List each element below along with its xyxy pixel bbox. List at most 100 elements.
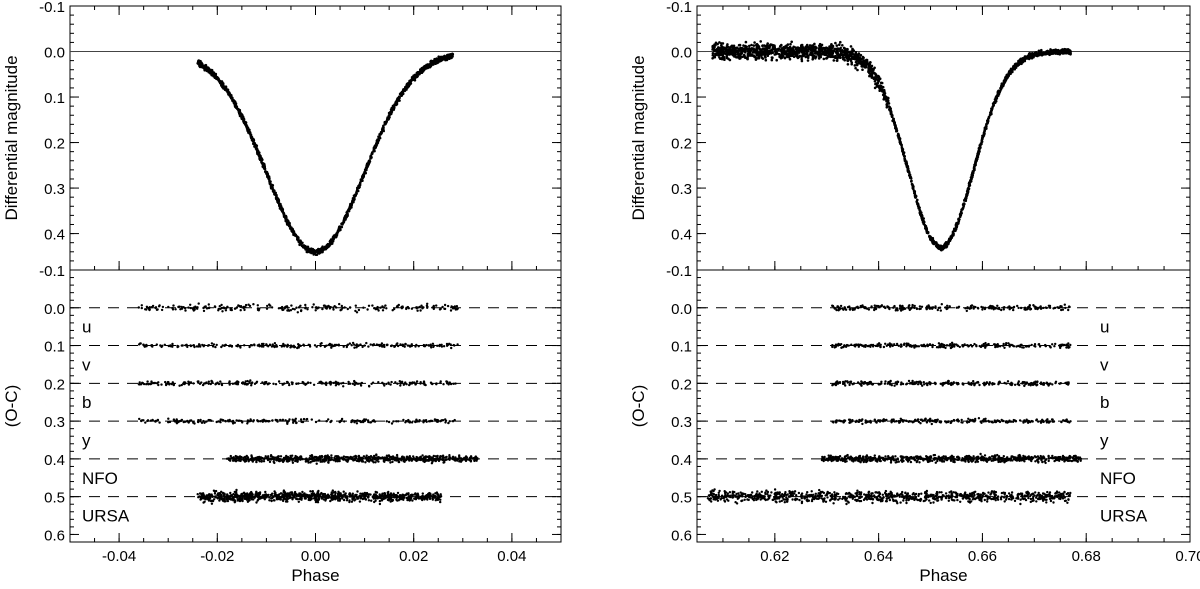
top-data-point: [409, 82, 413, 85]
top-data-point: [446, 53, 449, 57]
residual-point-ursa: [270, 497, 273, 500]
residual-point-b: [430, 382, 433, 385]
residual-point-v: [401, 344, 405, 348]
residual-point-y: [249, 419, 252, 423]
residual-point-ursa: [235, 494, 238, 497]
residual-point-y: [423, 419, 426, 422]
residual-point-v: [211, 345, 215, 348]
residual-point-nfo: [393, 458, 397, 461]
top-data-point: [255, 147, 259, 150]
residual-point-ursa: [229, 498, 233, 501]
residual-point-b: [157, 383, 160, 387]
residual-point-y: [292, 421, 295, 424]
residual-point-u: [376, 305, 379, 309]
residual-point-nfo: [395, 453, 399, 457]
residual-point-y: [430, 419, 434, 423]
top-data-point: [375, 144, 378, 148]
residual-point-b: [246, 379, 249, 383]
residual-point-v: [260, 342, 264, 346]
residual-point-ursa: [405, 496, 408, 500]
residual-point-b: [353, 383, 356, 387]
residual-point-ursa: [196, 493, 199, 496]
residual-point-u: [207, 306, 211, 310]
residual-point-nfo: [408, 459, 411, 462]
residual-point-ursa: [226, 493, 229, 496]
residual-point-nfo: [285, 458, 288, 461]
residual-point-v: [206, 344, 210, 347]
residual-point-v: [307, 343, 310, 346]
residual-point-v: [302, 344, 306, 347]
residual-point-ursa: [334, 498, 337, 501]
residual-point-nfo: [401, 455, 404, 458]
residual-point-nfo: [272, 460, 275, 463]
top-data-point: [251, 139, 255, 142]
residual-point-v: [361, 345, 364, 349]
residual-point-ursa: [213, 492, 217, 495]
top-data-point: [371, 152, 374, 155]
residual-point-u: [197, 302, 200, 305]
residual-point-y: [222, 419, 225, 422]
residual-point-nfo: [279, 455, 283, 458]
residual-point-u: [326, 305, 330, 308]
residual-point-v: [315, 345, 318, 348]
residual-point-u: [322, 304, 326, 307]
residual-point-nfo: [235, 459, 238, 462]
residual-point-b: [168, 383, 171, 386]
residual-point-y: [252, 420, 255, 423]
residual-point-b: [302, 381, 305, 384]
top-data-point: [260, 158, 263, 161]
residual-point-u: [371, 304, 374, 307]
residual-point-ursa: [344, 494, 347, 497]
residual-point-u: [357, 308, 361, 312]
residual-point-ursa: [398, 496, 401, 499]
residual-point-ursa: [345, 499, 349, 502]
residual-point-u: [145, 308, 148, 311]
residual-point-ursa: [261, 496, 265, 499]
residual-point-nfo: [405, 455, 409, 458]
residual-point-ursa: [268, 499, 271, 502]
residual-point-nfo: [381, 456, 385, 460]
plot-frame: [69, 5, 562, 543]
residual-point-y: [175, 420, 178, 424]
residual-point-y: [259, 420, 262, 423]
residual-point-ursa: [281, 495, 284, 498]
residual-point-ursa: [378, 499, 382, 503]
residual-point-ursa: [299, 496, 302, 499]
residual-point-u: [455, 305, 459, 308]
top-data-point: [292, 230, 296, 233]
residual-point-v: [299, 344, 302, 348]
residual-point-v: [393, 345, 397, 348]
residual-point-v: [163, 343, 166, 346]
residual-point-u: [218, 305, 221, 308]
residual-point-ursa: [381, 492, 384, 495]
residual-point-v: [353, 343, 356, 346]
top-data-point: [257, 153, 260, 157]
top-data-point: [369, 154, 373, 158]
residual-point-b: [442, 383, 445, 386]
residual-point-b: [201, 383, 205, 387]
residual-point-y: [286, 422, 289, 425]
residual-point-b: [138, 381, 141, 384]
top-data-point: [212, 75, 215, 78]
residual-point-y: [138, 417, 141, 421]
residual-point-ursa: [258, 497, 261, 500]
residual-point-ursa: [252, 498, 255, 501]
top-data-point: [349, 203, 353, 206]
top-data-point: [377, 139, 381, 142]
residual-point-ursa: [425, 495, 428, 498]
residual-point-ursa: [346, 495, 349, 498]
residual-point-ursa: [199, 495, 202, 499]
residual-point-ursa: [436, 493, 439, 496]
top-data-point: [226, 88, 230, 92]
residual-point-u: [174, 308, 177, 311]
residual-point-u: [202, 309, 206, 313]
residual-point-v: [215, 343, 218, 347]
residual-point-v: [415, 343, 418, 347]
residual-point-y: [397, 420, 400, 423]
top-data-point: [353, 196, 356, 200]
residual-point-b: [399, 381, 402, 385]
residual-point-b: [214, 382, 217, 386]
residual-point-y: [200, 421, 204, 424]
residual-point-nfo: [374, 456, 377, 460]
residual-point-u: [329, 306, 332, 309]
